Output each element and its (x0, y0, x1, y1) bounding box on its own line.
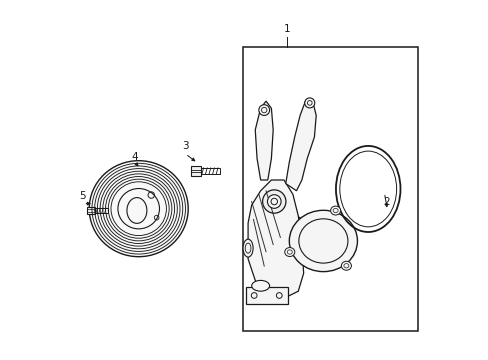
Text: 3: 3 (182, 141, 188, 151)
Ellipse shape (258, 105, 269, 116)
Ellipse shape (341, 261, 351, 270)
Ellipse shape (284, 248, 294, 257)
Ellipse shape (267, 195, 281, 208)
Text: 1: 1 (283, 24, 289, 35)
Bar (191, 166, 201, 176)
Polygon shape (247, 180, 303, 298)
Ellipse shape (304, 98, 314, 108)
Polygon shape (285, 101, 316, 191)
Ellipse shape (251, 280, 269, 291)
Ellipse shape (262, 190, 285, 213)
Text: 2: 2 (382, 197, 388, 207)
Bar (242, 47, 418, 330)
Bar (246, 287, 287, 304)
Polygon shape (255, 101, 273, 180)
Ellipse shape (118, 189, 159, 229)
Bar (201, 168, 220, 174)
Text: 4: 4 (132, 152, 138, 162)
Bar (94, 208, 108, 213)
Text: 5: 5 (79, 191, 85, 201)
Ellipse shape (289, 210, 357, 272)
Ellipse shape (243, 239, 253, 257)
Bar (87, 207, 94, 214)
Ellipse shape (330, 206, 340, 215)
Ellipse shape (89, 161, 188, 257)
